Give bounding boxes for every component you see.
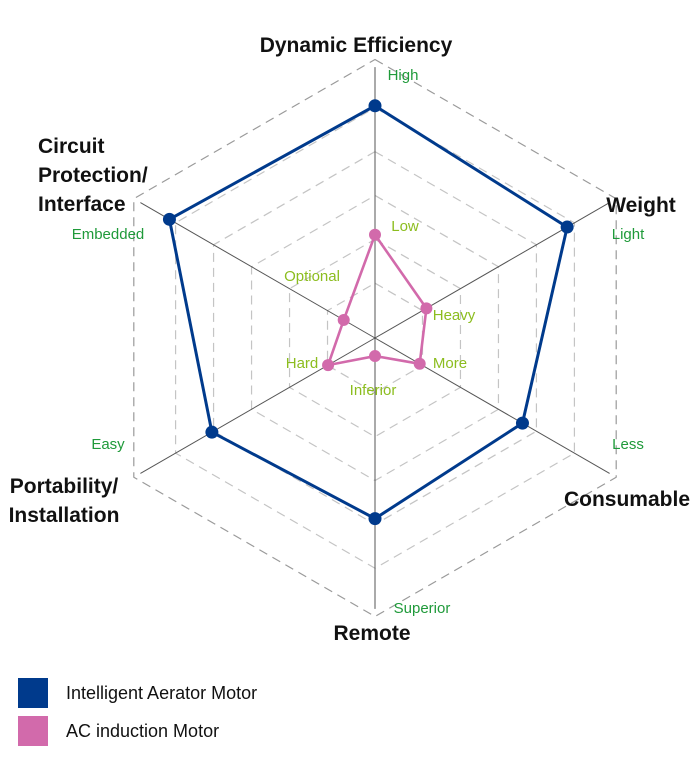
axis-outer-label: Less	[612, 436, 644, 453]
axis-inner-label: Optional	[284, 268, 340, 285]
axis-title: Consumable	[564, 488, 690, 511]
data-point	[515, 416, 529, 430]
series-line	[167, 104, 569, 521]
axis-title: Dynamic Efficiency	[260, 34, 453, 57]
data-point	[560, 220, 574, 234]
data-point	[420, 302, 433, 315]
radar-chart: Dynamic Efficiency High Low Weight Light Heav…	[9, 34, 690, 645]
data-point	[205, 425, 219, 439]
axis-inner-label: Inferior	[350, 382, 397, 399]
axis-title-line: Dynamic Efficiency	[260, 34, 453, 57]
data-point	[368, 512, 382, 526]
axis-outer-label: Embedded	[72, 226, 145, 243]
axis-title-line: Portability/	[10, 475, 119, 498]
data-point	[369, 228, 381, 241]
data-point	[322, 359, 335, 372]
axis-inner-label: Hard	[286, 355, 319, 372]
axis-inner-label: Low	[391, 218, 419, 235]
legend-label: AC induction Motor	[66, 720, 220, 741]
axis-title-line: Weight	[606, 194, 676, 217]
axis-title-line: Interface	[38, 193, 126, 216]
data-point	[413, 357, 426, 370]
axis-title: Portability/Installation	[9, 475, 120, 527]
axis-title-line: Circuit	[38, 135, 105, 158]
axis-title: Circuit Protection/Interface	[38, 135, 148, 216]
data-point	[369, 350, 381, 363]
legend-item-intelligent-aerator-motor: Intelligent Aerator Motor	[18, 676, 257, 710]
legend: Intelligent Aerator Motor AC induction M…	[18, 676, 257, 752]
axis-title: Weight	[606, 194, 676, 217]
axis-line	[374, 337, 610, 474]
data-point	[368, 99, 382, 113]
axis-title-line: Installation	[9, 504, 120, 527]
legend-swatch-pink	[18, 716, 48, 746]
axis-line	[140, 202, 376, 339]
data-point	[162, 212, 176, 226]
legend-swatch-blue	[18, 678, 48, 708]
grid-ring	[133, 58, 617, 618]
axis-title-line: Remote	[333, 622, 410, 645]
axis-title-line: Consumable	[564, 488, 690, 511]
axis-title: Remote	[333, 622, 410, 645]
series-line	[326, 232, 428, 367]
axis-outer-label: Easy	[91, 436, 125, 453]
axis-outer-label: Superior	[394, 600, 451, 617]
axis-title-line: Protection/	[38, 164, 148, 187]
axis-line	[140, 337, 376, 474]
legend-item-ac-induction-motor: AC induction Motor	[18, 714, 257, 748]
axis-inner-label: More	[433, 355, 467, 372]
axis-outer-label: Light	[612, 226, 645, 243]
axis-inner-label: Heavy	[433, 307, 476, 324]
data-point	[337, 313, 350, 326]
axis-outer-label: High	[388, 67, 419, 84]
legend-label: Intelligent Aerator Motor	[66, 682, 258, 703]
